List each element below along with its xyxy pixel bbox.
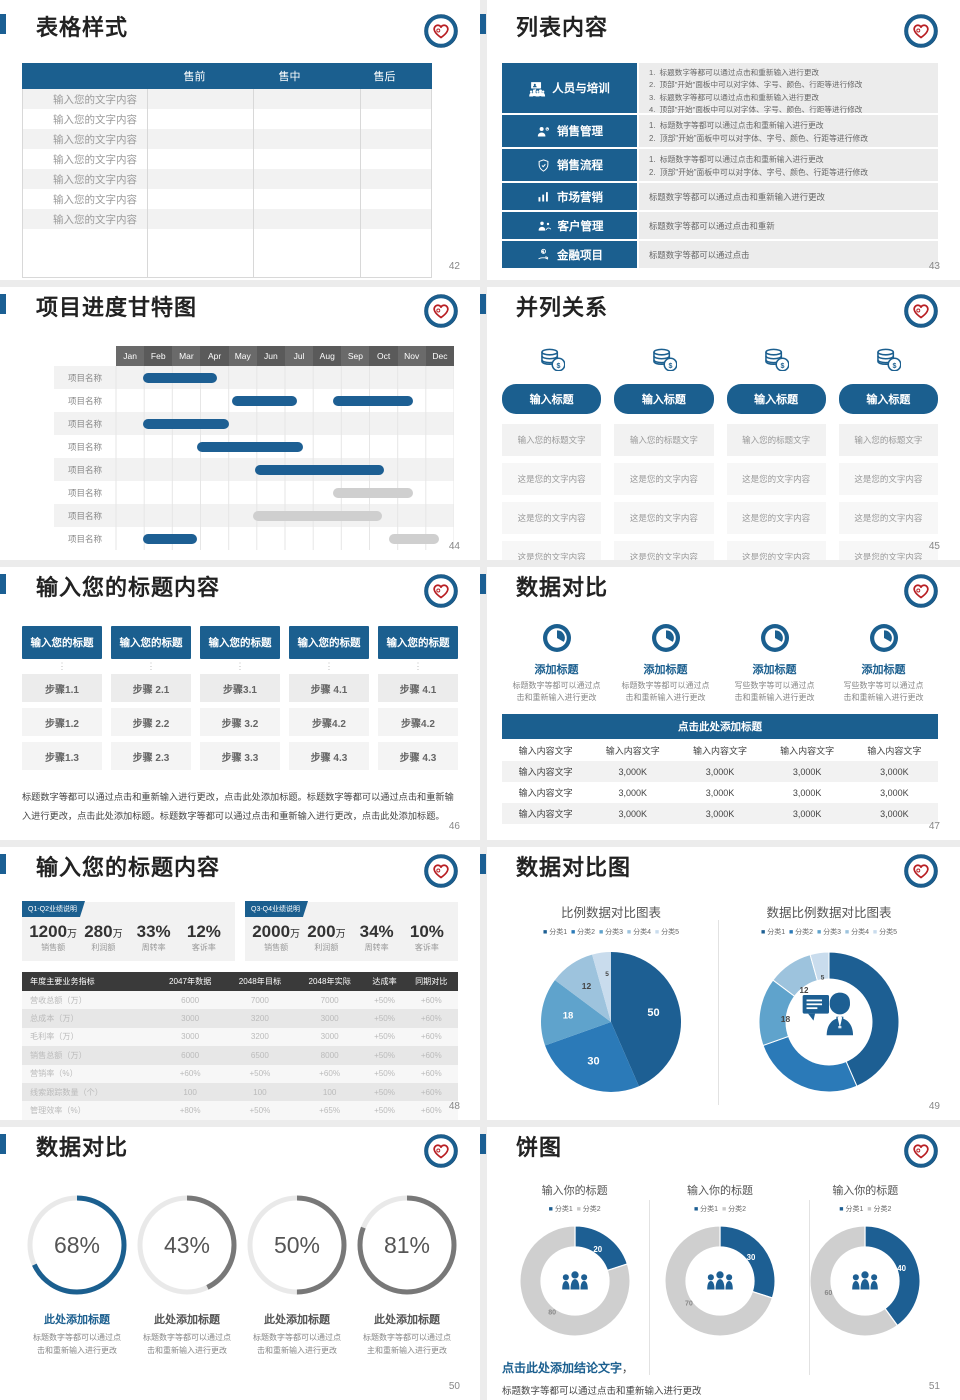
svg-text:70: 70 [685,1299,693,1307]
svg-text:50: 50 [647,1007,659,1019]
svg-text:20: 20 [593,1245,602,1254]
svg-text:12: 12 [800,986,809,995]
svg-text:60: 60 [825,1289,833,1297]
svg-text:30: 30 [807,1052,819,1063]
svg-text:68%: 68% [54,1232,100,1258]
svg-text:50%: 50% [274,1232,320,1258]
svg-text:80: 80 [548,1308,556,1316]
svg-text:50: 50 [859,1014,871,1025]
svg-text:30: 30 [747,1253,756,1262]
svg-text:18: 18 [781,1014,791,1024]
svg-text:5: 5 [821,975,825,982]
svg-text:81%: 81% [384,1232,430,1258]
svg-text:18: 18 [563,1011,574,1022]
svg-text:12: 12 [582,981,592,991]
svg-text:40: 40 [898,1264,907,1273]
svg-text:30: 30 [587,1056,599,1068]
svg-text:5: 5 [605,971,609,978]
svg-text:43%: 43% [164,1232,210,1258]
